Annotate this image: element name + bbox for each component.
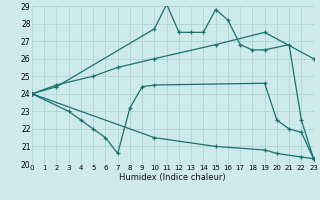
X-axis label: Humidex (Indice chaleur): Humidex (Indice chaleur) — [119, 173, 226, 182]
